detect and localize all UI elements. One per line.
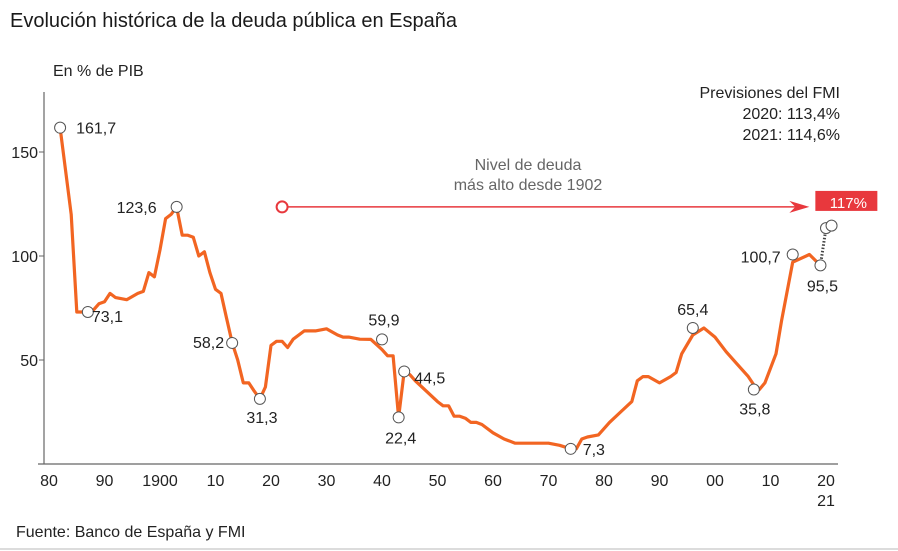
- fmi-forecast-2020: 2020: 113,4%: [742, 106, 840, 123]
- data-point-marker: [170, 200, 183, 213]
- annotation-text-line2: más alto desde 1902: [454, 177, 603, 194]
- x-tick-label: 30: [318, 473, 336, 490]
- annotation-badge-text: 117%: [830, 195, 867, 212]
- data-point-marker: [564, 442, 577, 455]
- source-note: Fuente: Banco de España y FMI: [16, 524, 246, 541]
- annotation-start-marker: [275, 200, 289, 214]
- x-tick-label: 10: [207, 473, 225, 490]
- axis-ticks: 50 100 150 80 90 1900 10 20 30 40 50 60 70 80 90 00 10 20…: [11, 145, 835, 510]
- bottom-divider: [0, 548, 898, 550]
- x-tick-label: 80: [40, 473, 58, 490]
- data-point-marker: [825, 219, 838, 232]
- y-tick-label: 100: [11, 249, 38, 266]
- x-tick-sublabel: 21: [817, 493, 835, 510]
- data-point-marker: [253, 392, 266, 405]
- fmi-forecast-heading: Previsiones del FMI: [699, 85, 841, 102]
- y-axis-unit-label: En % de PIB: [53, 63, 144, 80]
- data-point-marker: [392, 411, 405, 424]
- data-point-label: 58,2: [193, 335, 224, 352]
- data-point-label: 100,7: [741, 250, 781, 267]
- x-tick-label: 90: [96, 473, 114, 490]
- data-point-label: 7,3: [583, 442, 605, 459]
- data-point-marker: [226, 336, 239, 349]
- data-point-label: 123,6: [117, 200, 157, 217]
- data-point-marker: [686, 321, 699, 334]
- x-tick-label: 40: [373, 473, 391, 490]
- x-tick-label: 10: [762, 473, 780, 490]
- annotation-text-line1: Nivel de deuda: [475, 157, 582, 174]
- x-tick-label: 90: [651, 473, 669, 490]
- x-tick-label: 20: [817, 473, 835, 490]
- debt-line-series: [58, 126, 823, 451]
- x-tick-label: 20: [262, 473, 280, 490]
- data-point-marker: [786, 248, 799, 261]
- data-point-label: 31,3: [246, 410, 277, 427]
- annotation-arrow-head: [789, 200, 810, 213]
- data-point-label: 22,4: [385, 430, 416, 447]
- data-point-label: 161,7: [76, 121, 116, 138]
- x-tick-label: 60: [484, 473, 502, 490]
- data-point-label: 35,8: [739, 402, 770, 419]
- x-tick-label: 70: [540, 473, 558, 490]
- chart-title: Evolución histórica de la deuda pública …: [10, 10, 457, 32]
- data-point-marker: [81, 305, 94, 318]
- data-point-label: 44,5: [414, 370, 445, 387]
- annotation-badge: [815, 190, 878, 211]
- data-point-label: 65,4: [677, 302, 708, 319]
- fmi-forecast-2021: 2021: 114,6%: [742, 127, 840, 144]
- data-point-label: 95,5: [807, 278, 838, 295]
- x-tick-label: 00: [706, 473, 724, 490]
- axes: [38, 92, 838, 465]
- data-point-marker: [54, 121, 67, 134]
- data-point-marker: [814, 259, 827, 272]
- x-tick-label: 80: [595, 473, 613, 490]
- annotation-group: Nivel de deuda más alto desde 1902 117%: [275, 157, 878, 214]
- data-point-marker: [376, 333, 388, 346]
- y-tick-label: 50: [20, 353, 38, 370]
- markers-group: 161,7 73,1 123,6 58,2 31,3 59,9 22,4 44,5 7,3 65,…: [54, 121, 838, 459]
- x-tick-label: 1900: [142, 473, 178, 490]
- series-group: [58, 126, 833, 451]
- x-tick-label: 50: [429, 473, 447, 490]
- y-tick-label: 150: [11, 145, 38, 162]
- data-point-marker: [747, 383, 760, 396]
- fmi-forecast-box: Previsiones del FMI 2020: 113,4% 2021: 1…: [700, 83, 841, 146]
- data-point-marker: [398, 365, 411, 378]
- data-point-label: 73,1: [92, 309, 123, 326]
- data-point-label: 59,9: [368, 312, 399, 329]
